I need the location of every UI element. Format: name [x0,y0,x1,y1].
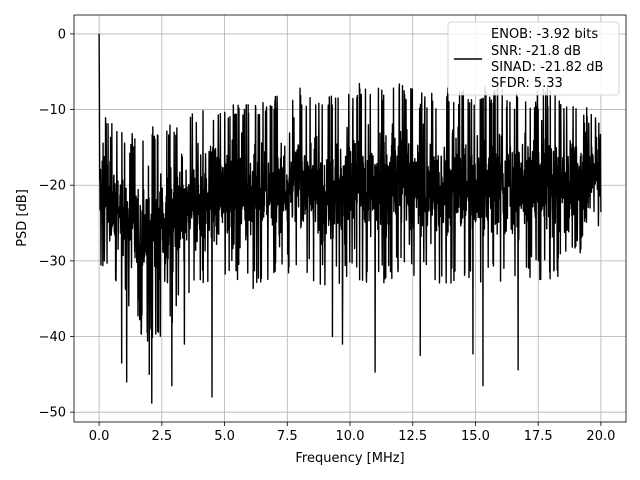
legend-enob: ENOB: -3.92 bits [491,27,598,42]
y-axis: 0 −10 −20 −30 −40 −50 [39,27,74,421]
y-tick-label: −50 [39,406,66,421]
x-axis: 0.0 2.5 5.0 7.5 10.0 12.5 15.0 17.5 20.0 [89,422,615,444]
x-tick-label: 15.0 [461,429,490,444]
y-tick-label: 0 [58,27,66,42]
y-tick-label: −10 [39,103,66,118]
data-layer [98,33,602,404]
legend-snr: SNR: -21.8 dB [491,44,581,59]
legend-box [447,21,620,96]
psd-series-line [98,33,602,404]
x-tick-label: 0.0 [89,429,110,444]
y-tick-label: −40 [39,330,66,345]
x-tick-label: 10.0 [336,429,365,444]
x-tick-label: 17.5 [524,429,553,444]
x-tick-label: 12.5 [398,429,427,444]
y-tick-label: −30 [39,254,66,269]
legend-sfdr: SFDR: 5.33 [491,76,563,91]
x-tick-label: 7.5 [277,429,298,444]
legend: ENOB: -3.92 bits SNR: -21.8 dB SINAD: -2… [447,21,620,96]
x-tick-label: 2.5 [151,429,172,444]
y-axis-label: PSD [dB] [15,189,30,247]
legend-sinad: SINAD: -21.82 dB [491,60,603,75]
x-axis-label: Frequency [MHz] [295,451,404,466]
x-tick-label: 20.0 [586,429,615,444]
y-tick-label: −20 [39,179,66,194]
x-tick-label: 5.0 [214,429,235,444]
